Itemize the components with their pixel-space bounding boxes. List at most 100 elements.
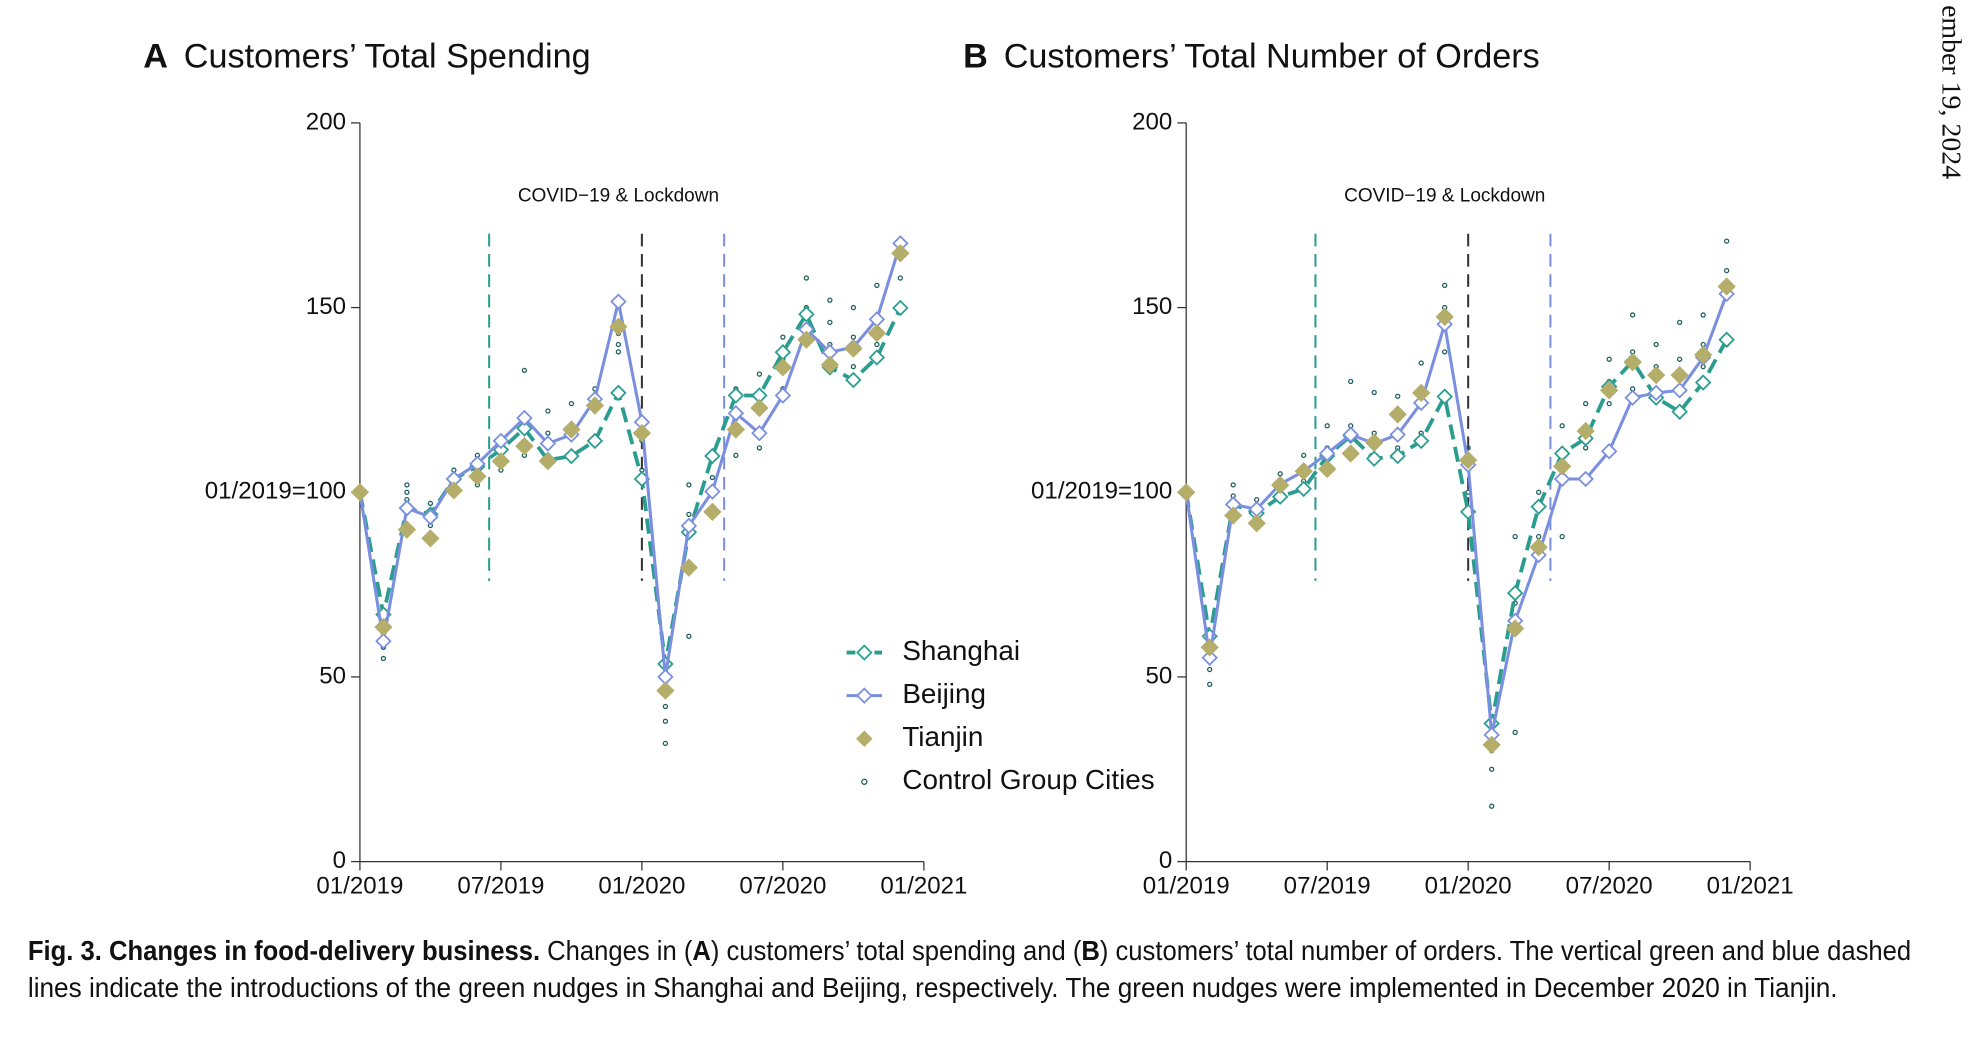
point [1371, 389, 1377, 396]
point [1389, 447, 1406, 465]
point [586, 432, 604, 450]
point [1606, 400, 1612, 407]
point [1271, 488, 1289, 505]
point [1247, 514, 1266, 533]
point [656, 681, 675, 700]
point [421, 529, 440, 548]
point [568, 400, 575, 407]
point [516, 420, 533, 437]
point [1412, 432, 1430, 450]
point [1348, 378, 1354, 385]
point [897, 275, 904, 281]
caption-lead: Fig. 3. Changes in food-delivery busines… [28, 935, 540, 966]
point [1389, 426, 1406, 443]
point [850, 364, 857, 370]
point [562, 420, 581, 439]
point [404, 482, 410, 488]
point [1600, 381, 1619, 400]
point [1301, 452, 1307, 458]
point [1207, 681, 1213, 687]
annotation: COVID−19 & Lockdown [518, 185, 719, 206]
point [1201, 649, 1218, 666]
point [1647, 366, 1666, 385]
point [1671, 382, 1688, 399]
legend-marker [856, 730, 873, 747]
point [427, 500, 434, 506]
point [1395, 393, 1401, 399]
point [444, 481, 464, 500]
caption-text: ) customers’ total number of orders. The… [1100, 935, 1911, 966]
point [380, 655, 387, 662]
point [375, 632, 392, 650]
caption-text: Changes in ( [540, 935, 693, 966]
point [827, 319, 833, 326]
legend-label: Control Group Cities [902, 764, 1154, 795]
legend-marker [856, 644, 873, 661]
point [1489, 766, 1495, 772]
point [1536, 533, 1542, 540]
point [1671, 403, 1688, 420]
x-tick-label: 01/2019 [1143, 872, 1230, 899]
x-tick-label: 01/2020 [598, 872, 685, 899]
point [1553, 470, 1571, 488]
point [1606, 356, 1612, 362]
point [545, 408, 551, 414]
point [662, 740, 669, 747]
point [1271, 476, 1290, 495]
point [1365, 450, 1383, 467]
y-tick-label: 50 [1145, 662, 1172, 689]
point [545, 430, 551, 436]
point [1342, 426, 1359, 443]
legend-label: Tianjin [902, 721, 983, 752]
point [1536, 489, 1542, 495]
y-tick-label: 150 [1132, 293, 1172, 320]
point [827, 297, 833, 303]
point [1623, 353, 1642, 372]
point [1200, 638, 1219, 657]
point [1324, 423, 1330, 429]
caption-text: A [692, 935, 710, 966]
point [1512, 729, 1518, 735]
caption-text: ) customers’ total spending and ( [711, 935, 1082, 966]
point [1482, 735, 1501, 755]
legend-label: Shanghai [902, 635, 1020, 666]
point [1459, 450, 1478, 470]
point [1489, 803, 1495, 809]
point [1553, 457, 1572, 476]
point [609, 317, 628, 336]
point [1294, 462, 1313, 481]
point [1295, 480, 1312, 498]
point [1723, 267, 1730, 274]
point [892, 299, 909, 317]
legend-label: Beijing [902, 678, 986, 709]
point [733, 452, 739, 458]
point [1670, 366, 1689, 385]
point [1388, 405, 1407, 424]
point [516, 409, 533, 427]
annotation: COVID−19 & Lockdown [1344, 185, 1545, 206]
x-tick-label: 07/2019 [1284, 872, 1371, 899]
legend-marker [861, 778, 868, 785]
point [1442, 282, 1448, 289]
point [1576, 421, 1595, 441]
point [1435, 307, 1454, 326]
x-tick-label: 07/2020 [739, 872, 826, 899]
point [1577, 470, 1594, 488]
point [662, 718, 669, 724]
point [874, 341, 880, 348]
point [1277, 471, 1283, 477]
x-tick-label: 01/2021 [1707, 872, 1794, 899]
x-tick-label: 07/2020 [1566, 872, 1653, 899]
point [1694, 374, 1712, 391]
panel-label: A [143, 37, 168, 75]
caption-line: Fig. 3. Changes in food-delivery busines… [28, 935, 1911, 966]
point [686, 633, 692, 639]
point [350, 483, 370, 502]
point [867, 323, 887, 343]
point [1653, 341, 1659, 348]
point [850, 304, 857, 311]
point [491, 452, 511, 471]
point [1647, 384, 1665, 402]
point [1412, 383, 1431, 403]
chart-title: Customers’ Total Number of Orders [1004, 37, 1540, 75]
